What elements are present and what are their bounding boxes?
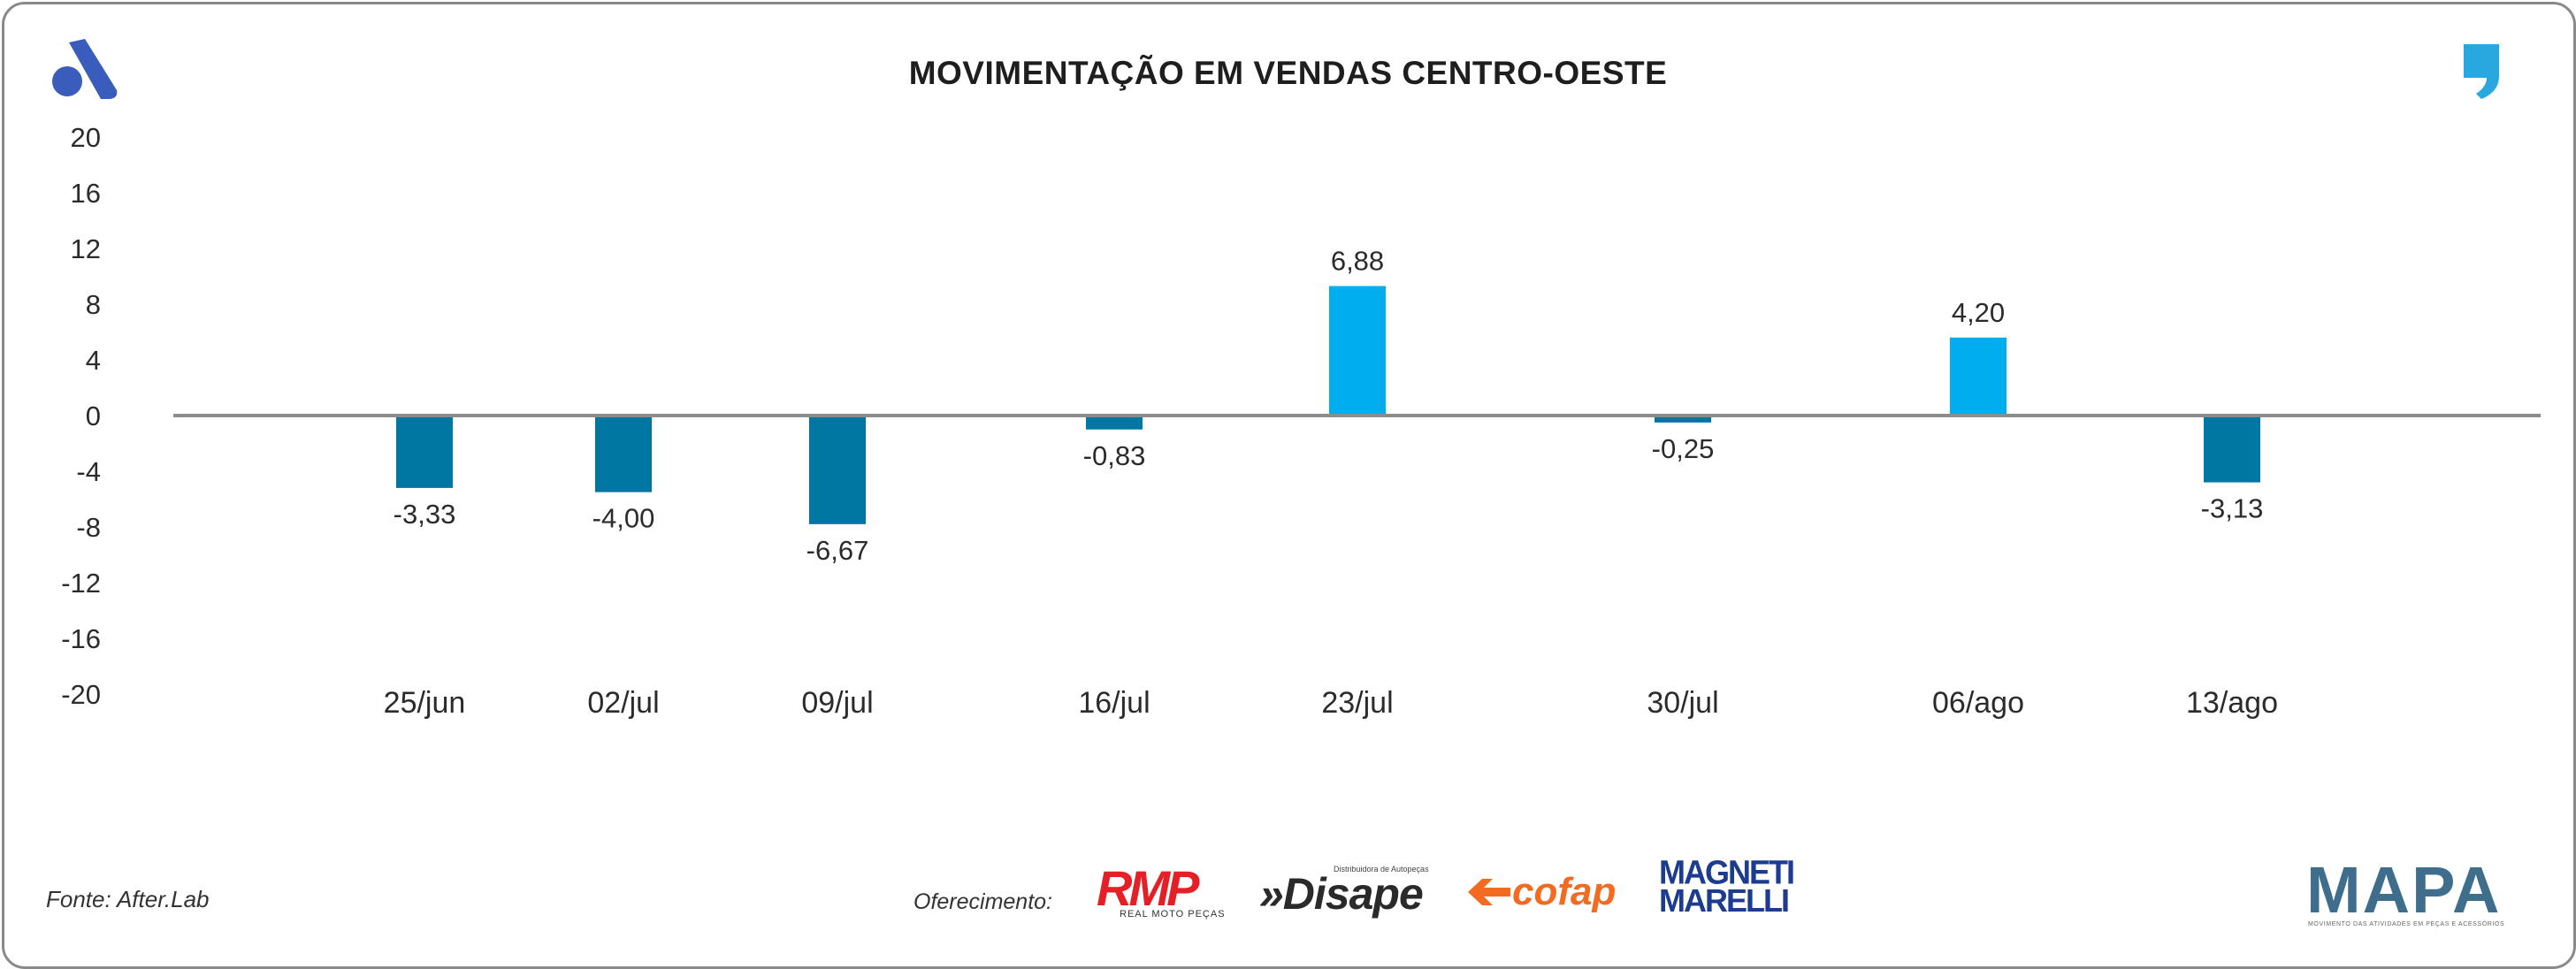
magneti-logo-line1: MAGNETI (1659, 852, 1795, 891)
source-note: Fonte: After.Lab (46, 886, 210, 912)
x-tick-label: 16/jul (1078, 686, 1150, 720)
magneti-logo-line2: MARELLI (1659, 882, 1790, 919)
x-tick-label: 13/ago (2186, 686, 2278, 720)
cofap-logo-text: cofap (1512, 870, 1617, 913)
sponsor-cofap-logo: cofap (1466, 868, 1643, 918)
data-label: -0,83 (1083, 440, 1146, 471)
x-tick-label: 06/ago (1932, 686, 2024, 720)
y-tick-label: 4 (86, 345, 101, 376)
mapa-logo-subtext: MOVIMENTO DAS ATIVIDADES EM PEÇAS E ACES… (2308, 921, 2505, 927)
disape-logo-text: »Disape (1259, 869, 1424, 919)
y-tick-label: -12 (61, 568, 101, 599)
bar (396, 416, 453, 488)
bar (1086, 416, 1143, 430)
data-label: -0,25 (1652, 433, 1715, 464)
data-label: 4,20 (1952, 297, 2005, 328)
bar (1329, 286, 1386, 416)
y-tick-label: 12 (71, 233, 101, 264)
x-tick-label: 02/jul (587, 686, 659, 720)
x-tick-label: 25/jun (384, 686, 466, 720)
bar (595, 416, 652, 492)
x-tick-label: 30/jul (1647, 686, 1718, 720)
sponsor-rmp-logo: RMP REAL MOTO PEÇAS (1097, 860, 1238, 921)
x-tick-label: 23/jul (1321, 686, 1393, 720)
data-label: -3,13 (2201, 493, 2264, 524)
brand-logo-icon (52, 39, 118, 99)
sponsor-magneti-marelli-logo: MAGNETI MARELLI (1657, 852, 1799, 921)
rmp-logo-text: RMP (1097, 860, 1199, 916)
comma-logo-icon (2464, 44, 2499, 99)
offered-by-label: Oferecimento: (913, 889, 1053, 914)
mapa-logo-text: MAPA (2306, 853, 2502, 927)
y-tick-label: 0 (86, 401, 101, 431)
data-label: -3,33 (394, 499, 456, 530)
chart-title: MOVIMENTAÇÃO EM VENDAS CENTRO-OESTE (908, 55, 1668, 91)
bar-chart: 20 16 12 8 4 0 -4 -8 -12 -16 -20 -3,33 25/jun -4,00 02… (61, 122, 2541, 720)
y-tick-label: -20 (61, 679, 101, 710)
bar (1950, 337, 2007, 416)
y-tick-label: 20 (71, 122, 101, 153)
data-label: -4,00 (592, 503, 655, 534)
bar (809, 416, 866, 524)
sponsor-disape-logo: Distribuidora de Autopeças »Disape (1259, 865, 1445, 921)
x-tick-label: 09/jul (801, 686, 873, 720)
y-tick-label: 8 (86, 289, 101, 320)
mapa-logo: MAPA MOVIMENTO DAS ATIVIDADES EM PEÇAS E… (2306, 853, 2505, 928)
y-tick-label: -8 (76, 512, 101, 543)
y-tick-label: -16 (61, 623, 101, 654)
disape-logo-subtext: Distribuidora de Autopeças (1334, 865, 1429, 874)
y-tick-label: -4 (76, 456, 101, 487)
bar (1655, 416, 1711, 423)
cofap-mark-icon (1468, 879, 1510, 905)
data-label: -6,67 (806, 535, 869, 566)
bar (2204, 416, 2260, 483)
data-label: 6,88 (1331, 246, 1384, 277)
rmp-logo-subtext: REAL MOTO PEÇAS (1120, 909, 1226, 919)
y-tick-label: 16 (71, 178, 101, 209)
